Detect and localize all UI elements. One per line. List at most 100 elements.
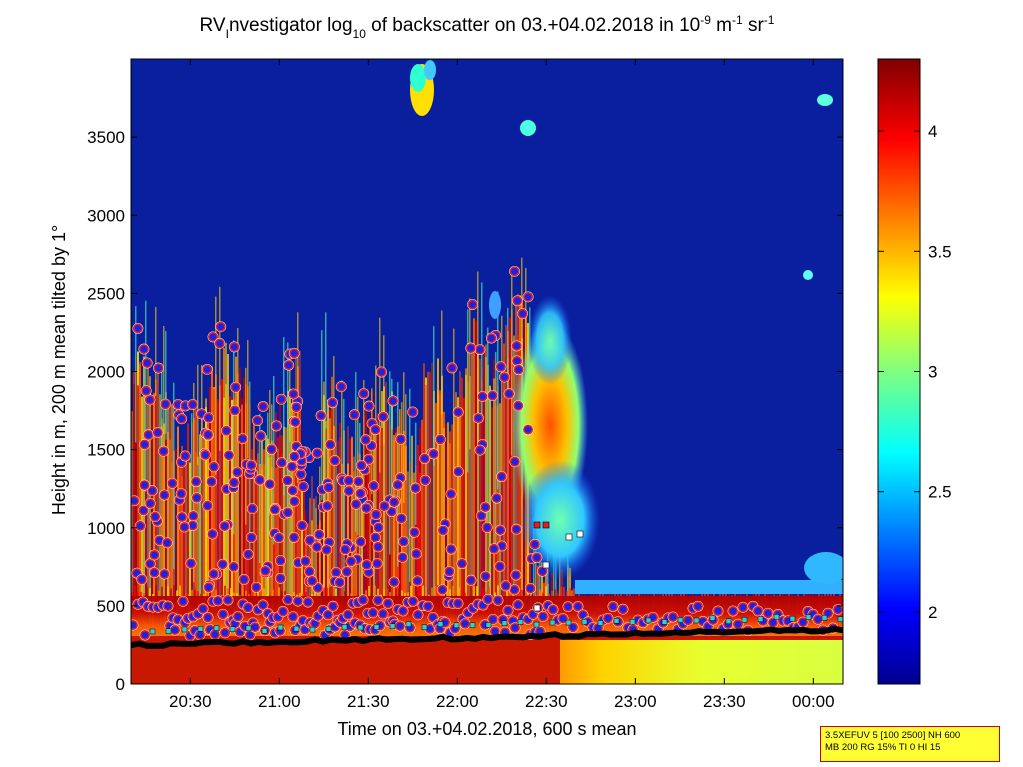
- cloud-base-marker: [602, 613, 613, 624]
- cloud-base-marker: [325, 439, 336, 450]
- cloud-base-marker: [228, 561, 239, 572]
- aerosol-streak: [409, 388, 411, 583]
- cloud-base-marker: [363, 454, 374, 465]
- cloud-base-marker: [170, 624, 181, 635]
- aerosol-streak: [483, 352, 485, 600]
- layer-square: [261, 628, 268, 634]
- cloud-base-marker: [353, 476, 364, 487]
- cloud-base-marker: [340, 544, 351, 555]
- late-aerosol-patch: [804, 552, 843, 584]
- aerosol-streak: [491, 407, 493, 600]
- colorbar-tick-label: 2.5: [928, 483, 952, 502]
- aerosol-streak: [495, 351, 497, 550]
- cloud-base-marker: [289, 496, 300, 507]
- cloud-base-marker: [153, 363, 164, 374]
- aerosol-streak: [469, 298, 471, 450]
- cloud-base-marker: [343, 485, 354, 496]
- x-axis-ticks: 20:30 21:00 21:30 22:00 22:30 23:00 23:30 00:00: [169, 59, 835, 711]
- layer-square: [421, 624, 428, 631]
- cloud-base-marker: [712, 606, 723, 617]
- cloud-fragment: [803, 270, 813, 280]
- cloud-base-marker: [509, 456, 520, 467]
- cloud-base-marker: [372, 595, 383, 606]
- cloud-base-marker: [203, 612, 214, 623]
- aerosol-streak: [405, 445, 407, 600]
- cloud-base-marker: [477, 391, 488, 402]
- layer-square: [533, 604, 541, 612]
- cloud-base-marker: [373, 541, 384, 552]
- cloud-base-marker: [394, 621, 405, 632]
- cloud-base-marker: [444, 566, 455, 577]
- aerosol-streak: [469, 375, 471, 600]
- x-tick-label: 20:30: [169, 692, 212, 711]
- layer-square: [821, 614, 828, 621]
- aerosol-streak: [143, 356, 145, 600]
- cloud-base-marker: [214, 338, 225, 349]
- cloud-base-marker: [331, 567, 342, 578]
- aerosol-streak: [265, 435, 267, 600]
- aerosol-streak: [175, 448, 177, 600]
- layer-square: [837, 616, 843, 622]
- aerosol-streak: [349, 438, 351, 600]
- aerosol-streak: [201, 414, 203, 600]
- aerosol-streak: [229, 396, 231, 600]
- aerosol-streak: [467, 382, 469, 600]
- cloud-base-marker: [495, 361, 506, 372]
- aerosol-streak: [391, 378, 393, 510]
- cloud-base-marker: [388, 395, 399, 406]
- aerosol-streak: [453, 420, 455, 600]
- aerosol-streak: [441, 375, 443, 600]
- cloud-base-marker: [812, 614, 823, 625]
- cloud-base-marker: [195, 629, 206, 640]
- aerosol-streak: [429, 371, 431, 600]
- aerosol-streak: [177, 426, 179, 600]
- cloud-base-marker: [480, 571, 491, 582]
- cloud-base-marker: [446, 544, 457, 555]
- residual-layer-cyan: [575, 580, 843, 594]
- layer-square: [165, 628, 172, 634]
- aerosol-streak: [439, 390, 441, 600]
- cloud-base-marker: [158, 446, 169, 457]
- aerosol-streak: [259, 413, 261, 564]
- cloud-base-marker: [229, 405, 240, 416]
- aerosol-streak: [507, 307, 509, 393]
- aerosol-streak: [461, 377, 463, 600]
- cloud-base-marker: [474, 344, 485, 355]
- layer-square: [341, 624, 348, 630]
- aerosol-streak: [353, 456, 355, 600]
- cloud-base-marker: [467, 299, 478, 310]
- cloud-base-marker: [512, 599, 523, 610]
- cloud-base-marker: [389, 576, 400, 587]
- aerosol-streak: [155, 306, 157, 397]
- cloud-base-marker: [465, 343, 476, 354]
- cloud-base-marker: [230, 382, 241, 393]
- cloud-base-marker: [494, 561, 505, 572]
- cloud-base-marker: [376, 367, 387, 378]
- aerosol-streak: [299, 400, 301, 600]
- cloud-base-marker: [289, 348, 300, 359]
- cloud-base-marker: [427, 612, 438, 623]
- y-tick-label: 3000: [87, 206, 125, 225]
- aerosol-streak: [213, 388, 215, 600]
- layer-square: [789, 615, 796, 622]
- cloud-base-marker: [312, 582, 323, 593]
- aerosol-streak: [479, 358, 481, 600]
- cloud-base-marker: [453, 407, 464, 418]
- layer-square: [565, 533, 573, 541]
- mixing-layer-height-line: [131, 625, 843, 649]
- cloud-base-marker: [208, 569, 219, 580]
- cloud-base-marker: [299, 624, 310, 635]
- aerosol-streak: [169, 403, 171, 600]
- cloud-base-marker: [233, 611, 244, 622]
- cloud-base-marker: [139, 439, 150, 450]
- aerosol-streak: [167, 431, 169, 600]
- cloud-base-marker: [300, 556, 311, 567]
- aerosol-streak: [173, 382, 175, 570]
- cloud-base-marker: [412, 609, 423, 620]
- cloud-base-marker: [513, 364, 524, 375]
- layer-square: [725, 618, 732, 625]
- aerosol-streak: [465, 374, 467, 600]
- cloud-base-marker: [572, 601, 583, 612]
- aerosol-streak: [339, 423, 341, 600]
- cloud-base-marker: [162, 537, 173, 548]
